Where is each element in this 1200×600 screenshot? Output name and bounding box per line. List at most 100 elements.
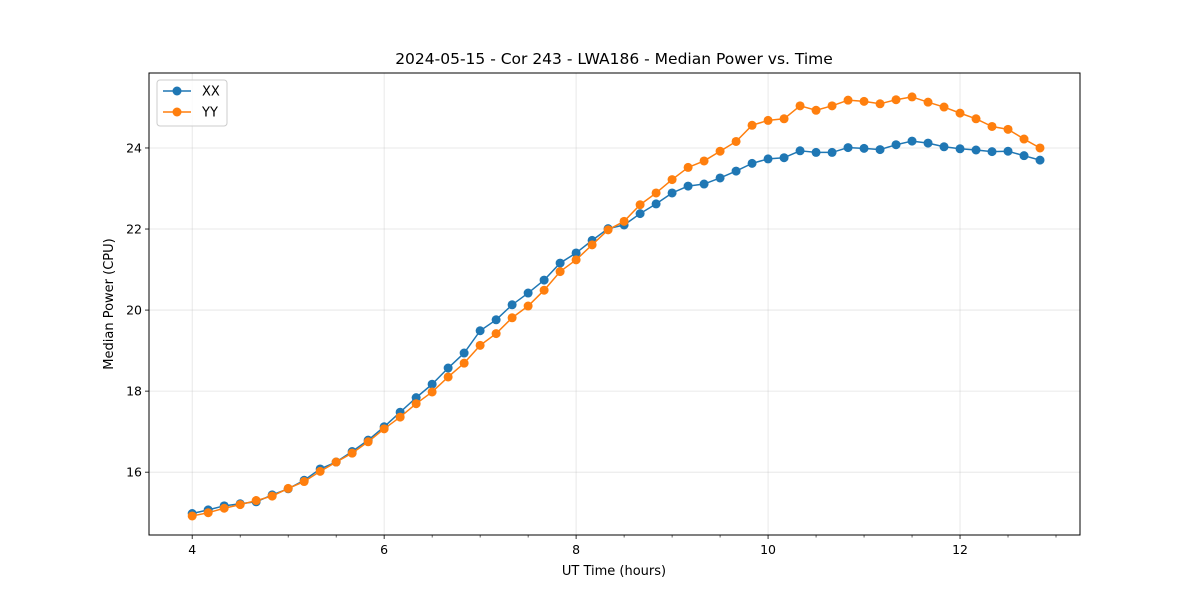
data-point-yy [219,503,229,513]
y-tick-label: 22 [126,222,142,237]
series-yy [187,92,1045,521]
data-point-yy [763,115,773,125]
data-point-yy [987,121,997,131]
data-point-yy [475,340,485,350]
data-point-xx [1019,151,1029,161]
data-point-xx [843,143,853,153]
y-tick-label: 24 [126,140,142,155]
data-point-yy [235,500,245,510]
data-point-xx [555,258,565,268]
data-point-xx [491,315,501,325]
y-tick-label: 16 [126,465,142,480]
data-point-yy [347,448,357,458]
data-point-yy [1019,134,1029,144]
legend-label-yy: YY [201,106,218,121]
data-point-yy [715,146,725,156]
data-point-yy [603,225,613,235]
data-point-yy [491,329,501,339]
y-axis-label: Median Power (CPU) [102,238,117,369]
data-point-xx [987,147,997,157]
data-point-yy [971,114,981,124]
data-point-yy [667,175,677,185]
data-point-xx [763,154,773,164]
data-point-yy [811,105,821,115]
data-point-yy [555,267,565,277]
grid [149,73,1080,535]
data-point-yy [571,255,581,265]
y-tick-label: 20 [126,303,142,318]
data-point-xx [955,144,965,154]
chart-title: 2024-05-15 - Cor 243 - LWA186 - Median P… [395,50,833,68]
data-point-yy [891,95,901,105]
data-point-yy [907,92,917,102]
data-point-yy [779,114,789,124]
data-point-yy [187,511,197,521]
data-point-yy [427,387,437,397]
data-point-xx [859,143,869,153]
axis-ticks: 4 6 8 10 12 16 18 20 22 24 [126,140,1057,557]
data-point-xx [923,138,933,148]
data-point-yy [747,120,757,130]
data-point-yy [315,466,325,476]
data-point-xx [507,300,517,310]
data-point-xx [459,348,469,358]
data-point-xx [811,147,821,157]
data-point-yy [395,412,405,422]
data-point-xx [795,146,805,156]
data-point-xx [907,136,917,146]
data-point-yy [507,313,517,323]
data-point-yy [203,508,213,518]
data-point-yy [379,424,389,434]
data-point-yy [331,457,341,467]
plot-series [187,92,1045,521]
data-point-xx [699,179,709,189]
data-point-yy [683,162,693,172]
data-point-xx [1003,146,1013,156]
data-point-xx [539,275,549,285]
data-point-yy [283,483,293,493]
data-point-xx [427,379,437,389]
data-point-yy [1035,143,1045,153]
data-point-xx [571,248,581,258]
data-point-yy [411,399,421,409]
data-point-yy [699,156,709,166]
data-point-yy [795,101,805,111]
data-point-yy [523,301,533,311]
data-point-xx [875,145,885,155]
data-point-yy [299,477,309,487]
data-point-xx [779,153,789,163]
data-point-xx [747,158,757,168]
data-point-yy [635,200,645,210]
data-point-yy [619,216,629,226]
data-point-xx [891,140,901,150]
data-point-yy [459,358,469,368]
plot-frame [148,72,1081,536]
data-point-xx [715,173,725,183]
x-axis-label: UT Time (hours) [562,564,666,579]
x-tick-label: 6 [380,542,388,557]
data-point-yy [875,99,885,109]
data-point-yy [859,96,869,106]
data-point-yy [363,437,373,447]
x-tick-label: 4 [188,542,196,557]
data-point-xx [683,181,693,191]
data-point-xx [827,147,837,157]
data-point-yy [1003,124,1013,134]
data-point-yy [587,240,597,250]
data-point-xx [971,145,981,155]
data-point-yy [267,491,277,501]
data-point-xx [523,288,533,298]
x-tick-label: 8 [572,542,580,557]
data-point-xx [443,363,453,373]
data-point-xx [475,326,485,336]
data-point-xx [667,188,677,198]
data-point-xx [731,166,741,176]
data-point-xx [635,209,645,219]
data-point-yy [923,97,933,107]
x-tick-label: 10 [760,542,776,557]
data-point-yy [251,496,261,506]
data-point-yy [731,136,741,146]
data-point-yy [955,108,965,118]
x-tick-label: 12 [952,542,968,557]
